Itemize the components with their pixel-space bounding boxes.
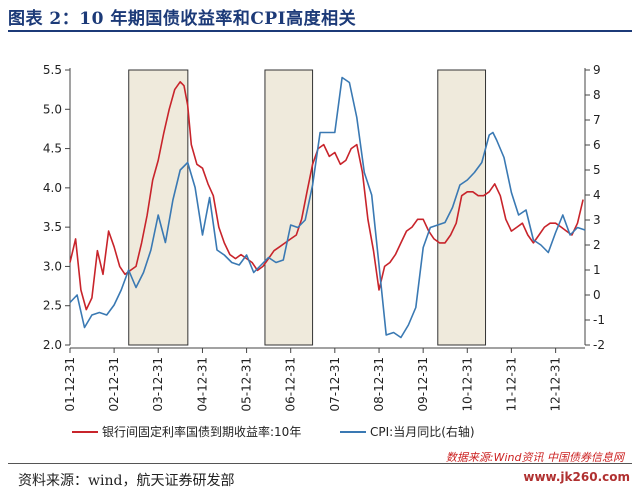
watermark-source: 数据来源:Wind资讯 中国债券信息网	[445, 451, 624, 464]
legend: 银行间固定利率国债到期收益率:10年 CPI:当月同比(右轴)	[72, 424, 475, 439]
x-tick-label: 06-12-31	[284, 357, 298, 411]
left-tick-label: 4.5	[43, 142, 62, 156]
right-tick-label: 7	[593, 113, 601, 127]
right-tick-label: 3	[593, 213, 601, 227]
right-tick-label: 1	[593, 263, 601, 277]
legend-label-bond: 银行间固定利率国债到期收益率:10年	[102, 424, 301, 439]
title-rule	[8, 30, 632, 32]
x-tick-label: 05-12-31	[240, 357, 254, 411]
left-tick-label: 5.5	[43, 63, 62, 77]
axes: 2.0 2.5 3.0 3.5 4.0 4.5 5.0 5.5 -2 -1 0 1 2 3 4 5 6 7 8 9 01…	[43, 63, 605, 411]
right-tick-label: -1	[593, 313, 605, 327]
right-tick-label: 6	[593, 138, 601, 152]
right-tick-label: 4	[593, 188, 601, 202]
x-tick-label: 02-12-31	[107, 357, 121, 411]
shaded-period-2	[264, 69, 314, 346]
shaded-period-1	[128, 69, 189, 346]
right-tick-label: 9	[593, 63, 601, 77]
series-lines	[69, 76, 586, 339]
legend-label-cpi: CPI:当月同比(右轴)	[370, 424, 475, 439]
x-tick-label: 09-12-31	[416, 357, 430, 411]
left-tick-label: 2.0	[43, 338, 62, 352]
right-tick-label: 5	[593, 163, 601, 177]
left-tick-label: 5.0	[43, 102, 62, 116]
shaded-period-3	[437, 69, 487, 346]
x-tick-label: 01-12-31	[63, 357, 77, 411]
footer-rule	[8, 463, 632, 464]
shaded-periods	[128, 69, 487, 346]
x-tick-label: 12-12-31	[549, 357, 563, 411]
x-tick-label: 11-12-31	[504, 357, 518, 411]
x-tick-label: 04-12-31	[195, 357, 209, 411]
left-tick-label: 2.5	[43, 299, 62, 313]
left-tick-label: 4.0	[43, 181, 62, 195]
watermark-site: www.jk260.com	[523, 470, 630, 484]
x-tick-label: 10-12-31	[460, 357, 474, 411]
right-tick-label: 8	[593, 88, 601, 102]
left-tick-label: 3.0	[43, 259, 62, 273]
right-tick-label: 2	[593, 238, 601, 252]
source-note: 资料来源：wind，航天证券研发部	[18, 473, 235, 489]
cpi-line	[69, 76, 586, 339]
right-tick-label: -2	[593, 338, 605, 352]
bond-yield-line	[69, 81, 584, 311]
chart-title: 图表 2：10 年期国债收益率和CPI高度相关	[8, 9, 357, 29]
x-tick-label: 03-12-31	[151, 357, 165, 411]
left-tick-label: 3.5	[43, 220, 62, 234]
right-tick-label: 0	[593, 288, 601, 302]
x-tick-label: 07-12-31	[328, 357, 342, 411]
x-tick-label: 08-12-31	[372, 357, 386, 411]
